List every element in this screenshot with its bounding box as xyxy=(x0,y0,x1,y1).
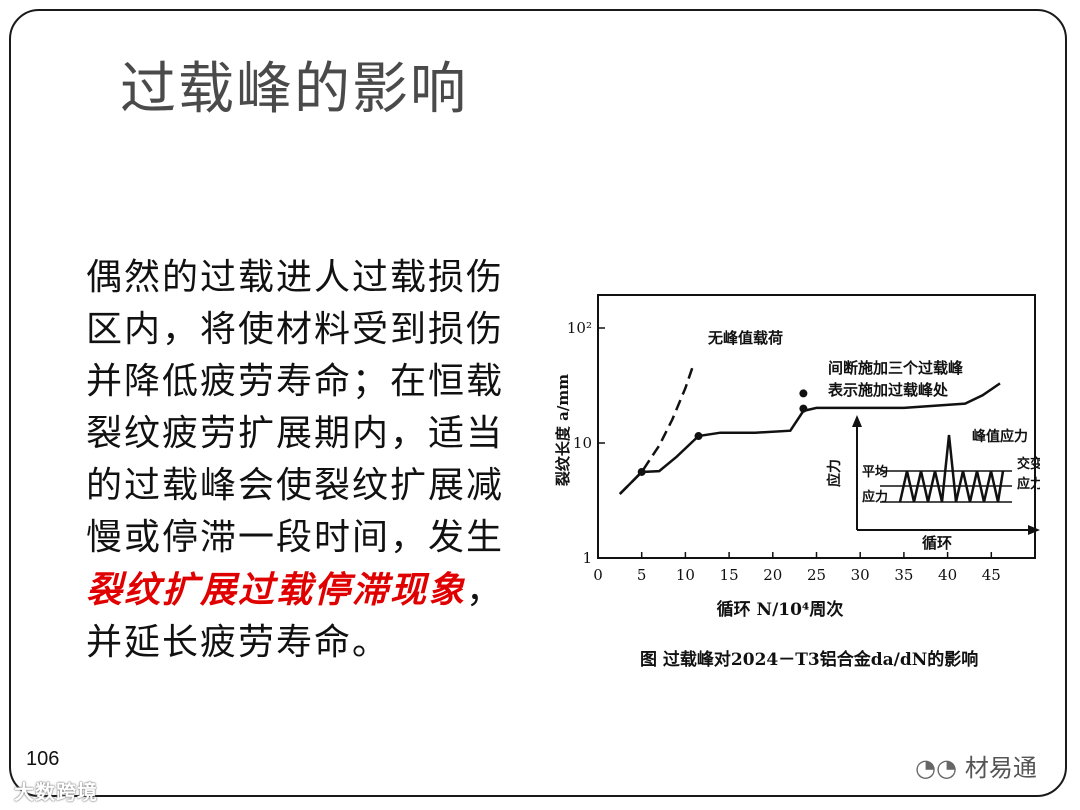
stress-inset: 应力 循环 峰值应力 平均 应力 交变 应力 xyxy=(826,415,1040,552)
overload-point xyxy=(637,467,646,476)
x-tick-label: 25 xyxy=(807,566,826,584)
x-tick-label: 0 xyxy=(593,566,603,584)
plot-frame xyxy=(597,294,1036,559)
series-no-peak-load xyxy=(618,362,696,495)
page-number: 106 xyxy=(26,748,60,770)
x-tick-label: 45 xyxy=(982,566,1001,584)
x-tick-label: 10 xyxy=(676,566,695,584)
y-axis-ticks: 10² 10 1 xyxy=(567,319,605,567)
y-tick-label: 10² xyxy=(567,319,592,337)
x-tick-label: 40 xyxy=(938,566,957,584)
crack-growth-chart: 0 5 10 15 20 25 30 35 40 45 10² 10 1 无峰值载荷 间断施加三个过载… xyxy=(554,294,1040,620)
x-tick-label: 20 xyxy=(763,566,782,584)
overload-point xyxy=(694,432,703,441)
watermark-right: ◔◔ 材易通 xyxy=(915,748,1037,783)
annotation-peak-marker: 表示施加过载峰处 xyxy=(828,381,949,399)
watermark-right-text: 材易通 xyxy=(964,754,1037,782)
inset-stress-wave xyxy=(898,434,1005,503)
inset-xlabel: 循环 xyxy=(922,534,952,552)
inset-x-arrow xyxy=(1028,525,1040,535)
inset-label-mean-1: 平均 xyxy=(862,464,888,480)
inset-label-alt-1: 交变 xyxy=(1017,456,1040,472)
inset-ylabel: 应力 xyxy=(826,459,843,487)
series-with-overload xyxy=(618,382,1001,495)
slide-title: 过载峰的影响 xyxy=(120,57,468,122)
markers-layer xyxy=(637,389,808,476)
inset-label-alt-2: 应力 xyxy=(1017,476,1040,492)
inset-label-peak: 峰值应力 xyxy=(972,428,1028,445)
figure-caption: 图 过载峰对2024－T3铝合金da/dN的影响 xyxy=(640,650,979,670)
body-paragraph: 偶然的过载进人过载损伤区内，将使材料受到损伤并降低疲劳寿命；在恒载裂纹疲劳扩展期… xyxy=(86,252,511,669)
wechat-icon: ◔◔ xyxy=(915,754,957,782)
watermark-left: 大数跨境 xyxy=(14,776,98,805)
annotation-no-peak: 无峰值载荷 xyxy=(707,329,783,347)
inset-y-arrow xyxy=(852,415,862,427)
x-tick-label: 15 xyxy=(720,566,739,584)
watermark-left-text: 大数跨境 xyxy=(14,780,98,804)
x-tick-label: 30 xyxy=(851,566,870,584)
x-tick-label: 5 xyxy=(637,566,647,584)
body-text-tail: ，并延长疲劳寿命。 xyxy=(86,570,505,663)
y-tick-label: 10 xyxy=(573,434,592,452)
x-axis-ticks: 0 5 10 15 20 25 30 35 40 45 xyxy=(593,552,1001,584)
y-axis-label: 裂纹长度 a/mm xyxy=(554,374,572,487)
inset-label-mean-2: 应力 xyxy=(862,489,888,505)
annotation-three-peaks: 间断施加三个过载峰 xyxy=(828,359,964,377)
series-layer xyxy=(618,362,1001,495)
body-text-plain: 偶然的过载进人过载损伤区内，将使材料受到损伤并降低疲劳寿命；在恒载裂纹疲劳扩展期… xyxy=(86,257,505,558)
legend-marker-point xyxy=(799,389,808,398)
y-tick-label: 1 xyxy=(582,549,592,567)
slide-frame xyxy=(9,9,1067,797)
x-axis-label: 循环 N/10⁴周次 xyxy=(717,599,844,620)
x-tick-label: 35 xyxy=(894,566,913,584)
overload-point xyxy=(799,404,808,413)
body-text-highlight: 裂纹扩展过载停滞现象 xyxy=(86,569,467,611)
